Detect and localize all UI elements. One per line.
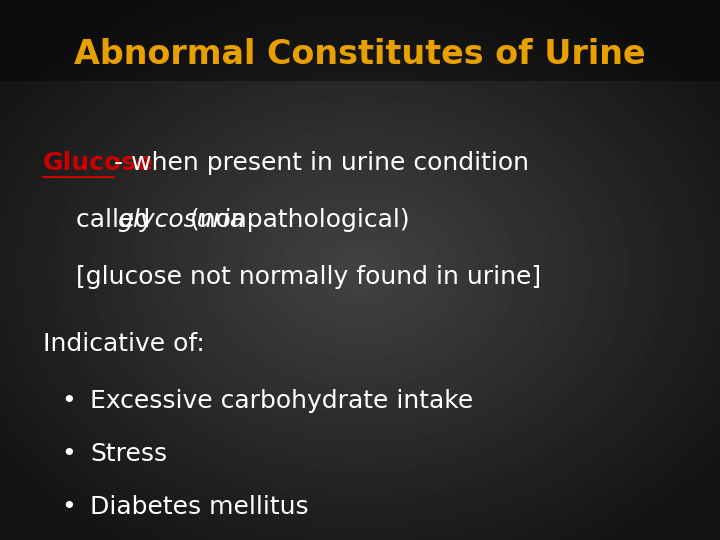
Text: - when present in urine condition: - when present in urine condition — [114, 151, 528, 175]
Text: glycosuria: glycosuria — [117, 208, 246, 232]
Text: Diabetes mellitus: Diabetes mellitus — [90, 495, 309, 518]
Text: called: called — [76, 208, 158, 232]
Text: Indicative of:: Indicative of: — [43, 332, 205, 356]
Text: [glucose not normally found in urine]: [glucose not normally found in urine] — [76, 265, 541, 288]
Text: Excessive carbohydrate intake: Excessive carbohydrate intake — [90, 389, 473, 413]
Text: (nonpathological): (nonpathological) — [182, 208, 410, 232]
Text: Stress: Stress — [90, 442, 167, 465]
Text: •: • — [61, 389, 76, 413]
Text: Glucose: Glucose — [43, 151, 154, 175]
Text: •: • — [61, 442, 76, 465]
Text: •: • — [61, 495, 76, 518]
Text: Abnormal Constitutes of Urine: Abnormal Constitutes of Urine — [74, 38, 646, 71]
